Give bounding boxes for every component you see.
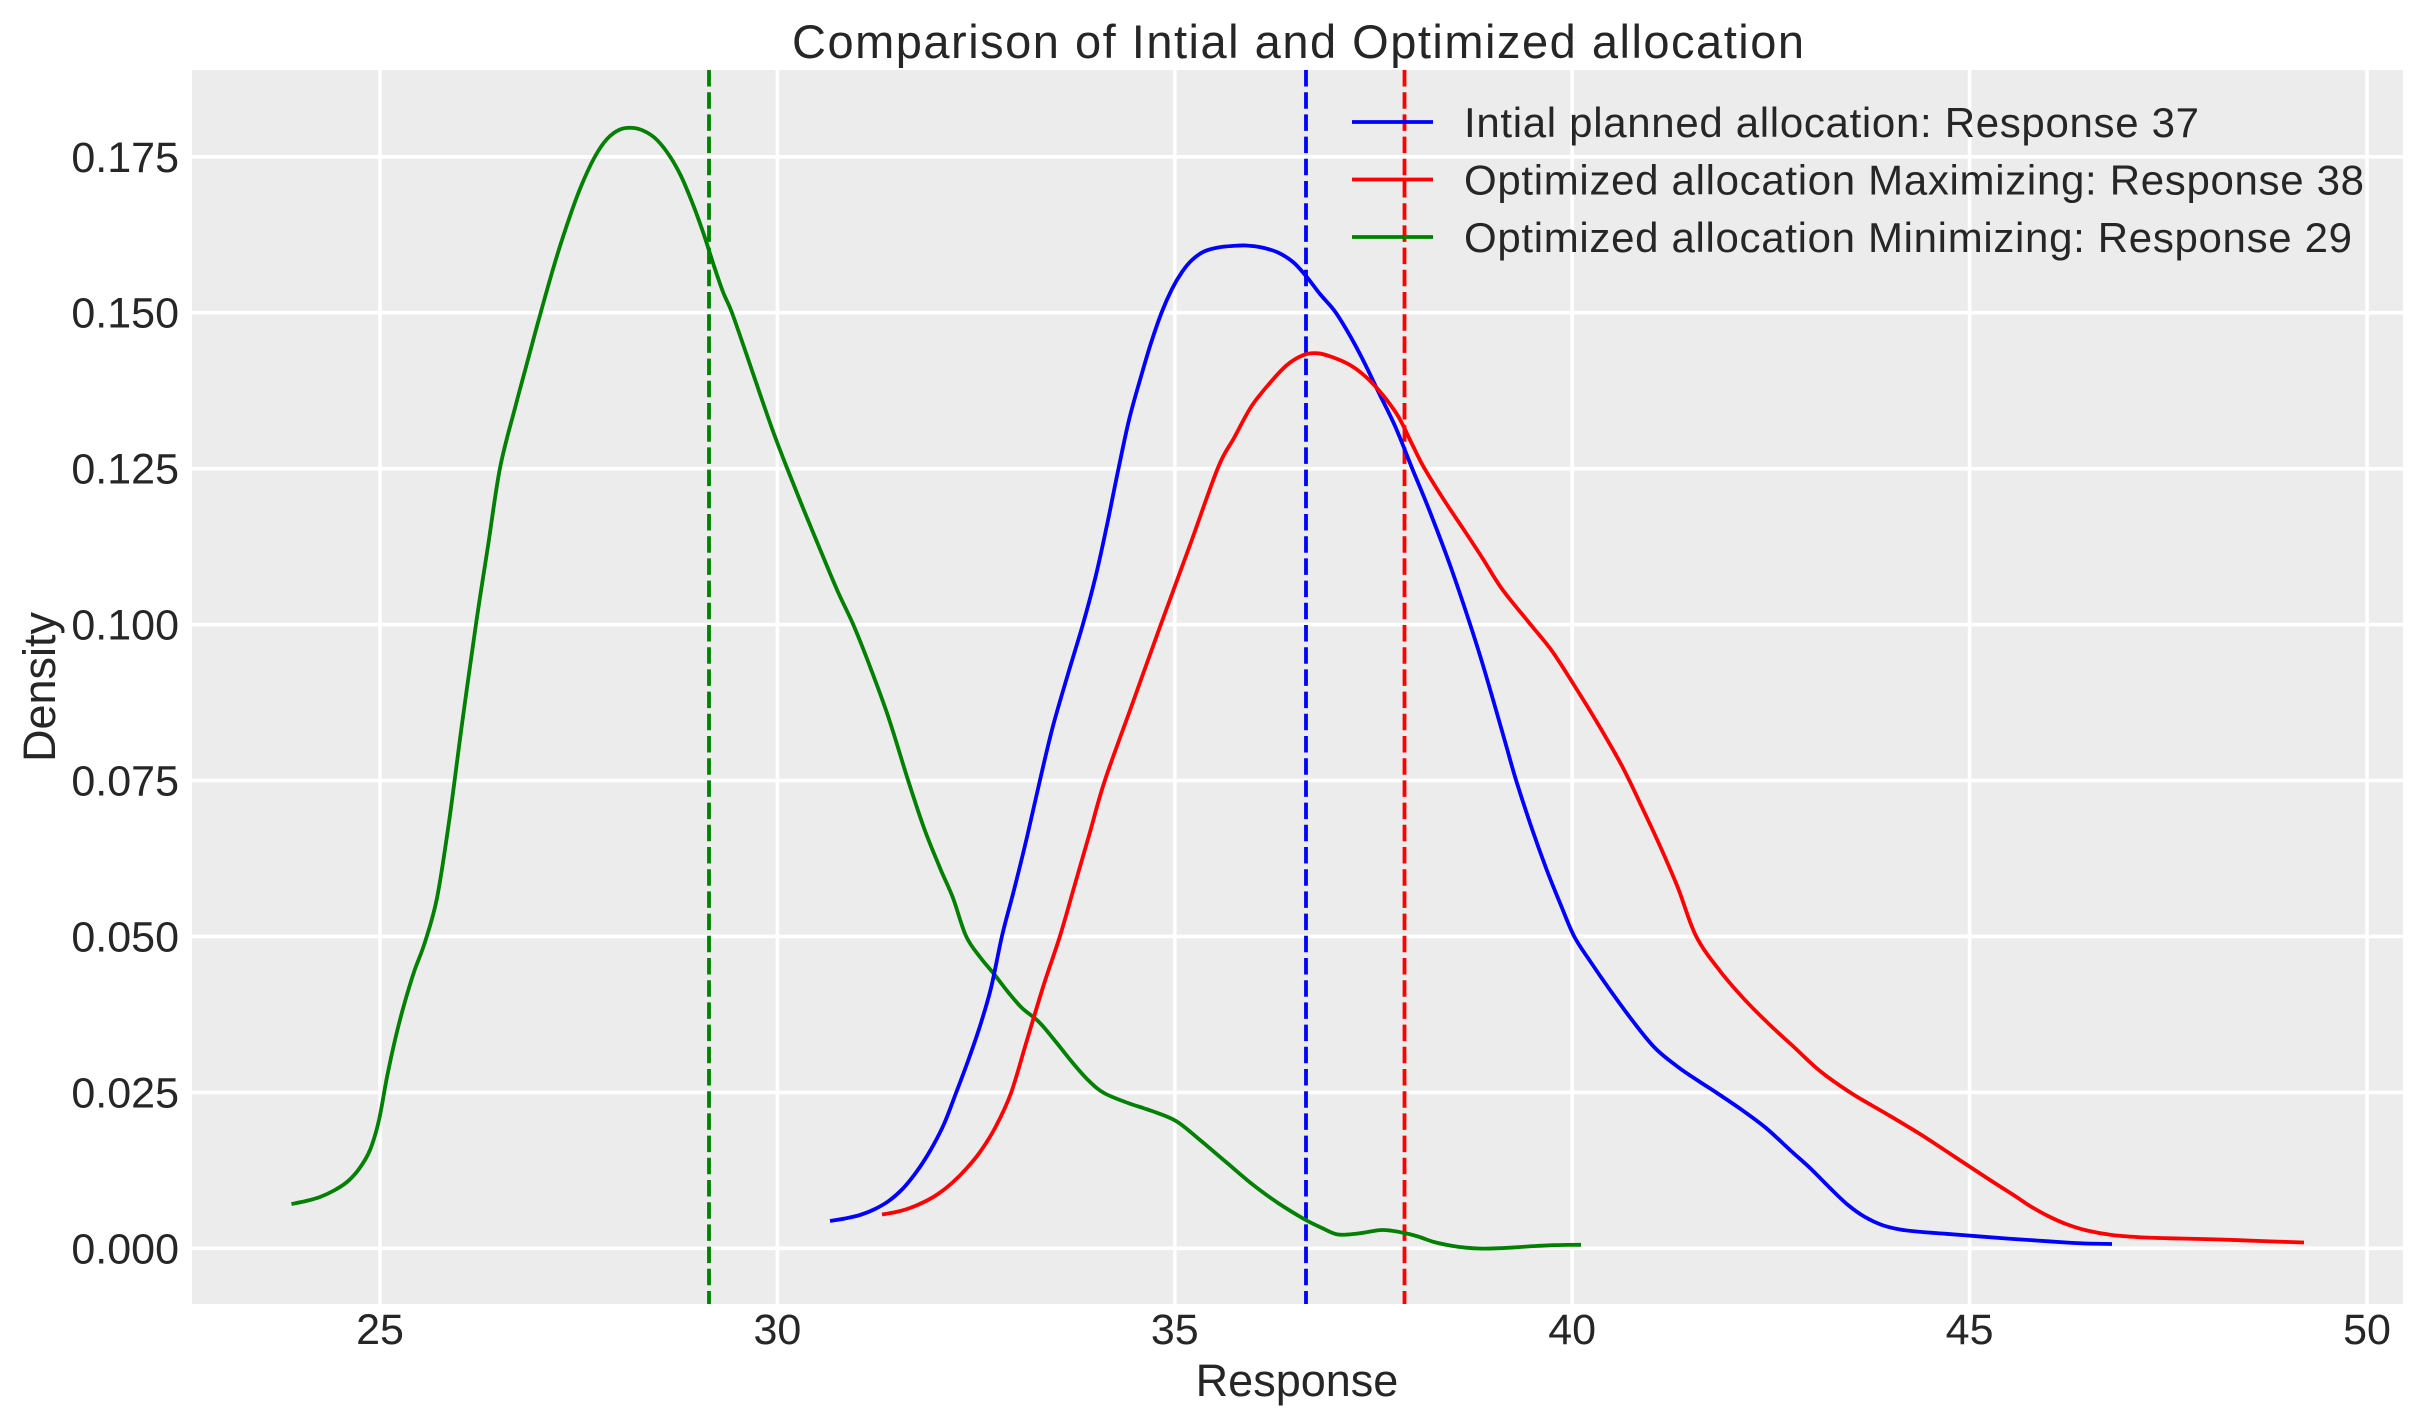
svg-text:35: 35 <box>1151 1306 1199 1354</box>
svg-text:40: 40 <box>1548 1306 1596 1354</box>
svg-text:0.150: 0.150 <box>71 290 179 338</box>
svg-text:0.125: 0.125 <box>71 446 179 494</box>
svg-text:0.050: 0.050 <box>71 913 179 961</box>
svg-text:Intial planned allocation: Res: Intial planned allocation: Response 37 <box>1464 99 2199 146</box>
svg-text:30: 30 <box>753 1306 801 1354</box>
svg-text:25: 25 <box>356 1306 404 1354</box>
svg-text:45: 45 <box>1946 1306 1994 1354</box>
svg-text:Optimized allocation Maximizin: Optimized allocation Maximizing: Respons… <box>1464 157 2364 204</box>
svg-text:0.075: 0.075 <box>71 758 179 806</box>
svg-text:0.000: 0.000 <box>71 1225 179 1273</box>
svg-text:50: 50 <box>2343 1306 2391 1354</box>
svg-text:0.100: 0.100 <box>71 602 179 650</box>
svg-text:0.025: 0.025 <box>71 1069 179 1117</box>
svg-text:0.175: 0.175 <box>71 134 179 182</box>
svg-text:Density: Density <box>14 611 65 762</box>
svg-text:Comparison of Intial and Optim: Comparison of Intial and Optimized alloc… <box>792 15 1804 68</box>
svg-text:Response: Response <box>1196 1355 1399 1406</box>
svg-text:Optimized allocation Minimizin: Optimized allocation Minimizing: Respons… <box>1464 214 2352 261</box>
